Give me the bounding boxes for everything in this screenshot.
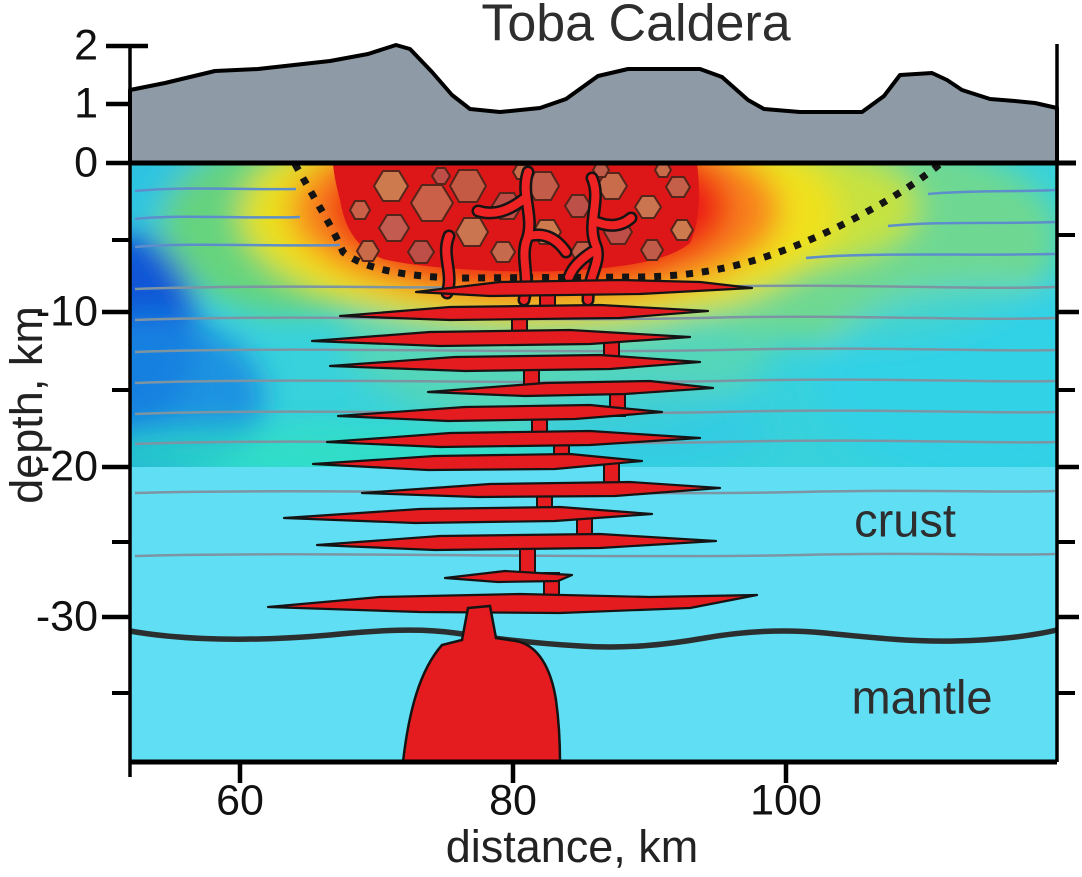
magma-dike xyxy=(590,214,635,230)
velocity-contour-line xyxy=(134,489,1056,495)
mantle-conduit xyxy=(401,604,562,764)
velocity-contour-line xyxy=(134,347,1056,354)
caldera-clast xyxy=(355,240,381,262)
crust-label: crust xyxy=(854,493,956,546)
distance-tick-label-80: 80 xyxy=(489,776,537,824)
velocity-contour-line xyxy=(887,220,1056,228)
caldera-clast xyxy=(406,240,436,264)
caldera-clast xyxy=(669,219,695,241)
elevation-tick-label-1: 1 xyxy=(74,79,98,127)
topography-profile xyxy=(128,43,1059,165)
velocity-contour-line xyxy=(134,187,297,193)
magma-sill xyxy=(443,569,574,584)
velocity-contour-line xyxy=(927,188,1056,196)
velocity-contour-line xyxy=(134,378,1056,385)
y-axis-label: depth, km xyxy=(1,306,52,504)
depth-tick-label-10: -10 xyxy=(36,287,98,335)
depth-tick-label-20: -20 xyxy=(36,442,98,490)
velocity-contour-line xyxy=(134,243,341,249)
velocity-contour-line xyxy=(134,315,1056,322)
x-axis-label: distance, km xyxy=(446,821,699,872)
tomography-color-blob xyxy=(815,285,1057,467)
magma-sill xyxy=(338,303,710,322)
distance-tick-label-60: 60 xyxy=(216,776,264,824)
sill-complex xyxy=(266,278,759,615)
caldera-clast xyxy=(563,194,593,218)
velocity-contour-line xyxy=(134,552,1056,558)
caldera-clast xyxy=(454,217,490,247)
magma-sill xyxy=(414,278,754,298)
magma-sill xyxy=(310,328,692,348)
velocity-contour-line xyxy=(134,409,1056,416)
velocity-contour-line xyxy=(134,215,301,221)
caldera-clast xyxy=(633,195,663,219)
distance-tick-label-100: 100 xyxy=(750,776,822,824)
magma-sill xyxy=(315,532,718,552)
magma-sill xyxy=(360,480,722,499)
caldera-clast xyxy=(639,239,665,261)
elevation-tick-label-0: 0 xyxy=(74,138,98,186)
depth-tick-label-30: -30 xyxy=(36,592,98,640)
moho-line xyxy=(129,627,1058,650)
magma-dike xyxy=(474,195,528,217)
caldera-clast xyxy=(664,176,692,198)
magma-dike xyxy=(565,248,596,281)
velocity-contour-line xyxy=(805,252,1056,260)
caldera-clast xyxy=(448,169,488,203)
caldera-clast xyxy=(348,200,372,220)
velocity-contour-line xyxy=(134,439,1056,446)
axes xyxy=(102,43,1079,783)
caldera-boundary-dotted-line xyxy=(291,161,943,282)
magma-sill xyxy=(336,403,664,423)
mantle-label: mantle xyxy=(851,670,992,723)
caldera-clast xyxy=(489,241,517,263)
magma-dike xyxy=(525,230,570,256)
magma-dike xyxy=(520,168,534,304)
magma-sill xyxy=(325,429,702,449)
caldera-clast xyxy=(372,170,410,202)
magma-sill xyxy=(426,379,715,398)
magma-sill xyxy=(328,353,702,373)
magma-sill xyxy=(282,505,654,525)
figure-title: Toba Caldera xyxy=(481,0,790,53)
magma-dike xyxy=(442,232,454,297)
caldera-clast xyxy=(377,214,411,242)
elevation-tick-label-2: 2 xyxy=(74,21,98,69)
caldera-clast xyxy=(430,167,452,185)
magma-sill xyxy=(311,452,644,472)
